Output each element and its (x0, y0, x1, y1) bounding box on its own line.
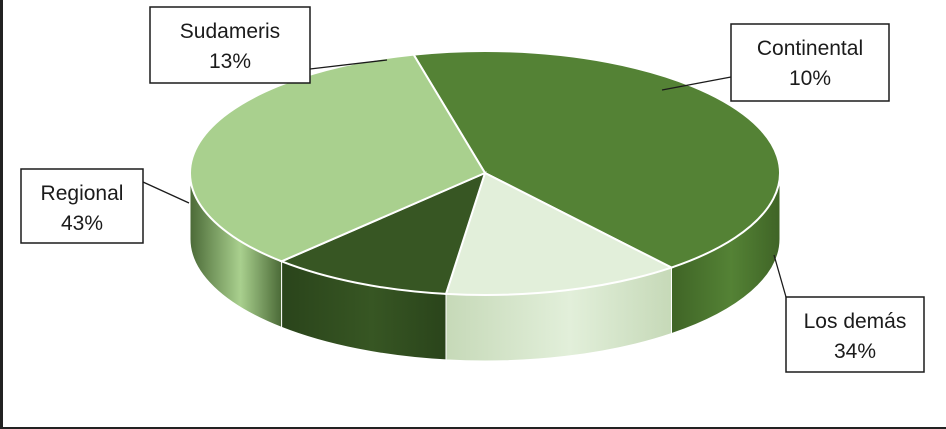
pie-slice-los-demas (189, 53, 487, 263)
slice-percent: 43% (61, 212, 103, 235)
callout-continental: Continental 10% (661, 23, 890, 102)
pie-slices (189, 50, 781, 296)
slice-percent: 10% (789, 67, 831, 90)
slice-label: Continental (757, 37, 863, 60)
callouts: Regional 43% Sudameris 13% Continental 10% Los… (20, 6, 925, 373)
leader-line (142, 181, 190, 204)
slice-percent: 13% (209, 50, 251, 73)
callout-box (149, 6, 311, 84)
slice-label: Sudameris (180, 20, 280, 43)
callout-box (20, 168, 144, 244)
pie-sides (189, 172, 781, 362)
leader-line (661, 76, 732, 91)
callout-box (785, 296, 925, 373)
callout-los-demas: Los demás 34% (773, 254, 925, 373)
callout-sudameris: Sudameris 13% (149, 6, 388, 84)
leader-line (773, 254, 787, 298)
pie-chart-svg: Regional 43% Sudameris 13% Continental 10% Los… (20, 6, 925, 373)
slice-label: Regional (41, 182, 124, 205)
callout-box (730, 23, 890, 102)
pie-slice-regional (411, 50, 781, 269)
leader-line (309, 59, 388, 70)
slice-percent: 34% (834, 340, 876, 363)
pie-slice-continental (278, 171, 487, 295)
pie-slice-sudameris (444, 171, 675, 296)
callout-regional: Regional 43% (20, 168, 190, 244)
slice-label: Los demás (804, 310, 907, 333)
